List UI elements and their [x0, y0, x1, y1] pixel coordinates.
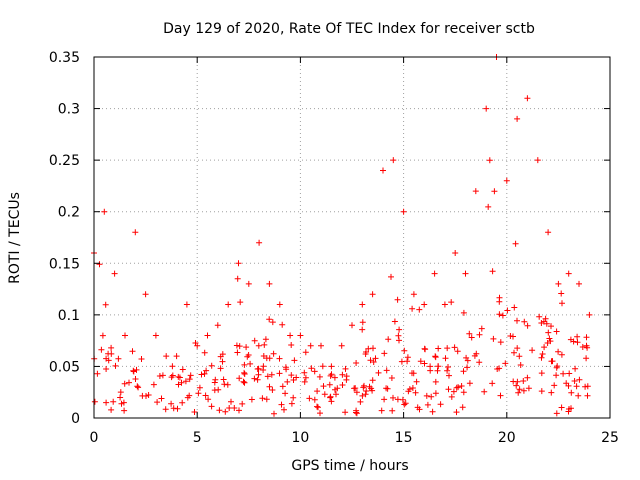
x-tick-label: 20 [498, 430, 516, 446]
y-tick-label: 0 [71, 411, 80, 427]
x-axis-label: GPS time / hours [291, 458, 408, 474]
y-tick-label: 0.25 [49, 153, 80, 169]
y-tick-label: 0.05 [49, 359, 80, 375]
data-points [91, 54, 593, 417]
y-tick-label: 0.3 [58, 102, 80, 118]
x-tick-label: 25 [601, 430, 619, 446]
chart-title: Day 129 of 2020, Rate Of TEC Index for r… [163, 21, 535, 37]
x-tick-labels: 0 5 10 15 20 25 [90, 430, 619, 446]
x-tick-label: 15 [395, 430, 413, 446]
y-tick-labels: 0 0.05 0.1 0.15 0.2 0.25 0.3 0.35 [49, 50, 80, 427]
scatter-points [91, 54, 593, 417]
y-tick-label: 0.15 [49, 256, 80, 272]
grid-lines [94, 57, 610, 418]
y-tick-label: 0.2 [58, 205, 80, 221]
y-tick-label: 0.35 [49, 50, 80, 66]
y-tick-label: 0.1 [58, 308, 80, 324]
x-tick-label: 10 [291, 430, 309, 446]
x-tick-label: 5 [193, 430, 202, 446]
y-axis-label: ROTI / TECUs [7, 192, 23, 284]
axis-ticks [93, 56, 611, 419]
plot-frame [93, 56, 611, 419]
x-tick-label: 0 [90, 430, 99, 446]
